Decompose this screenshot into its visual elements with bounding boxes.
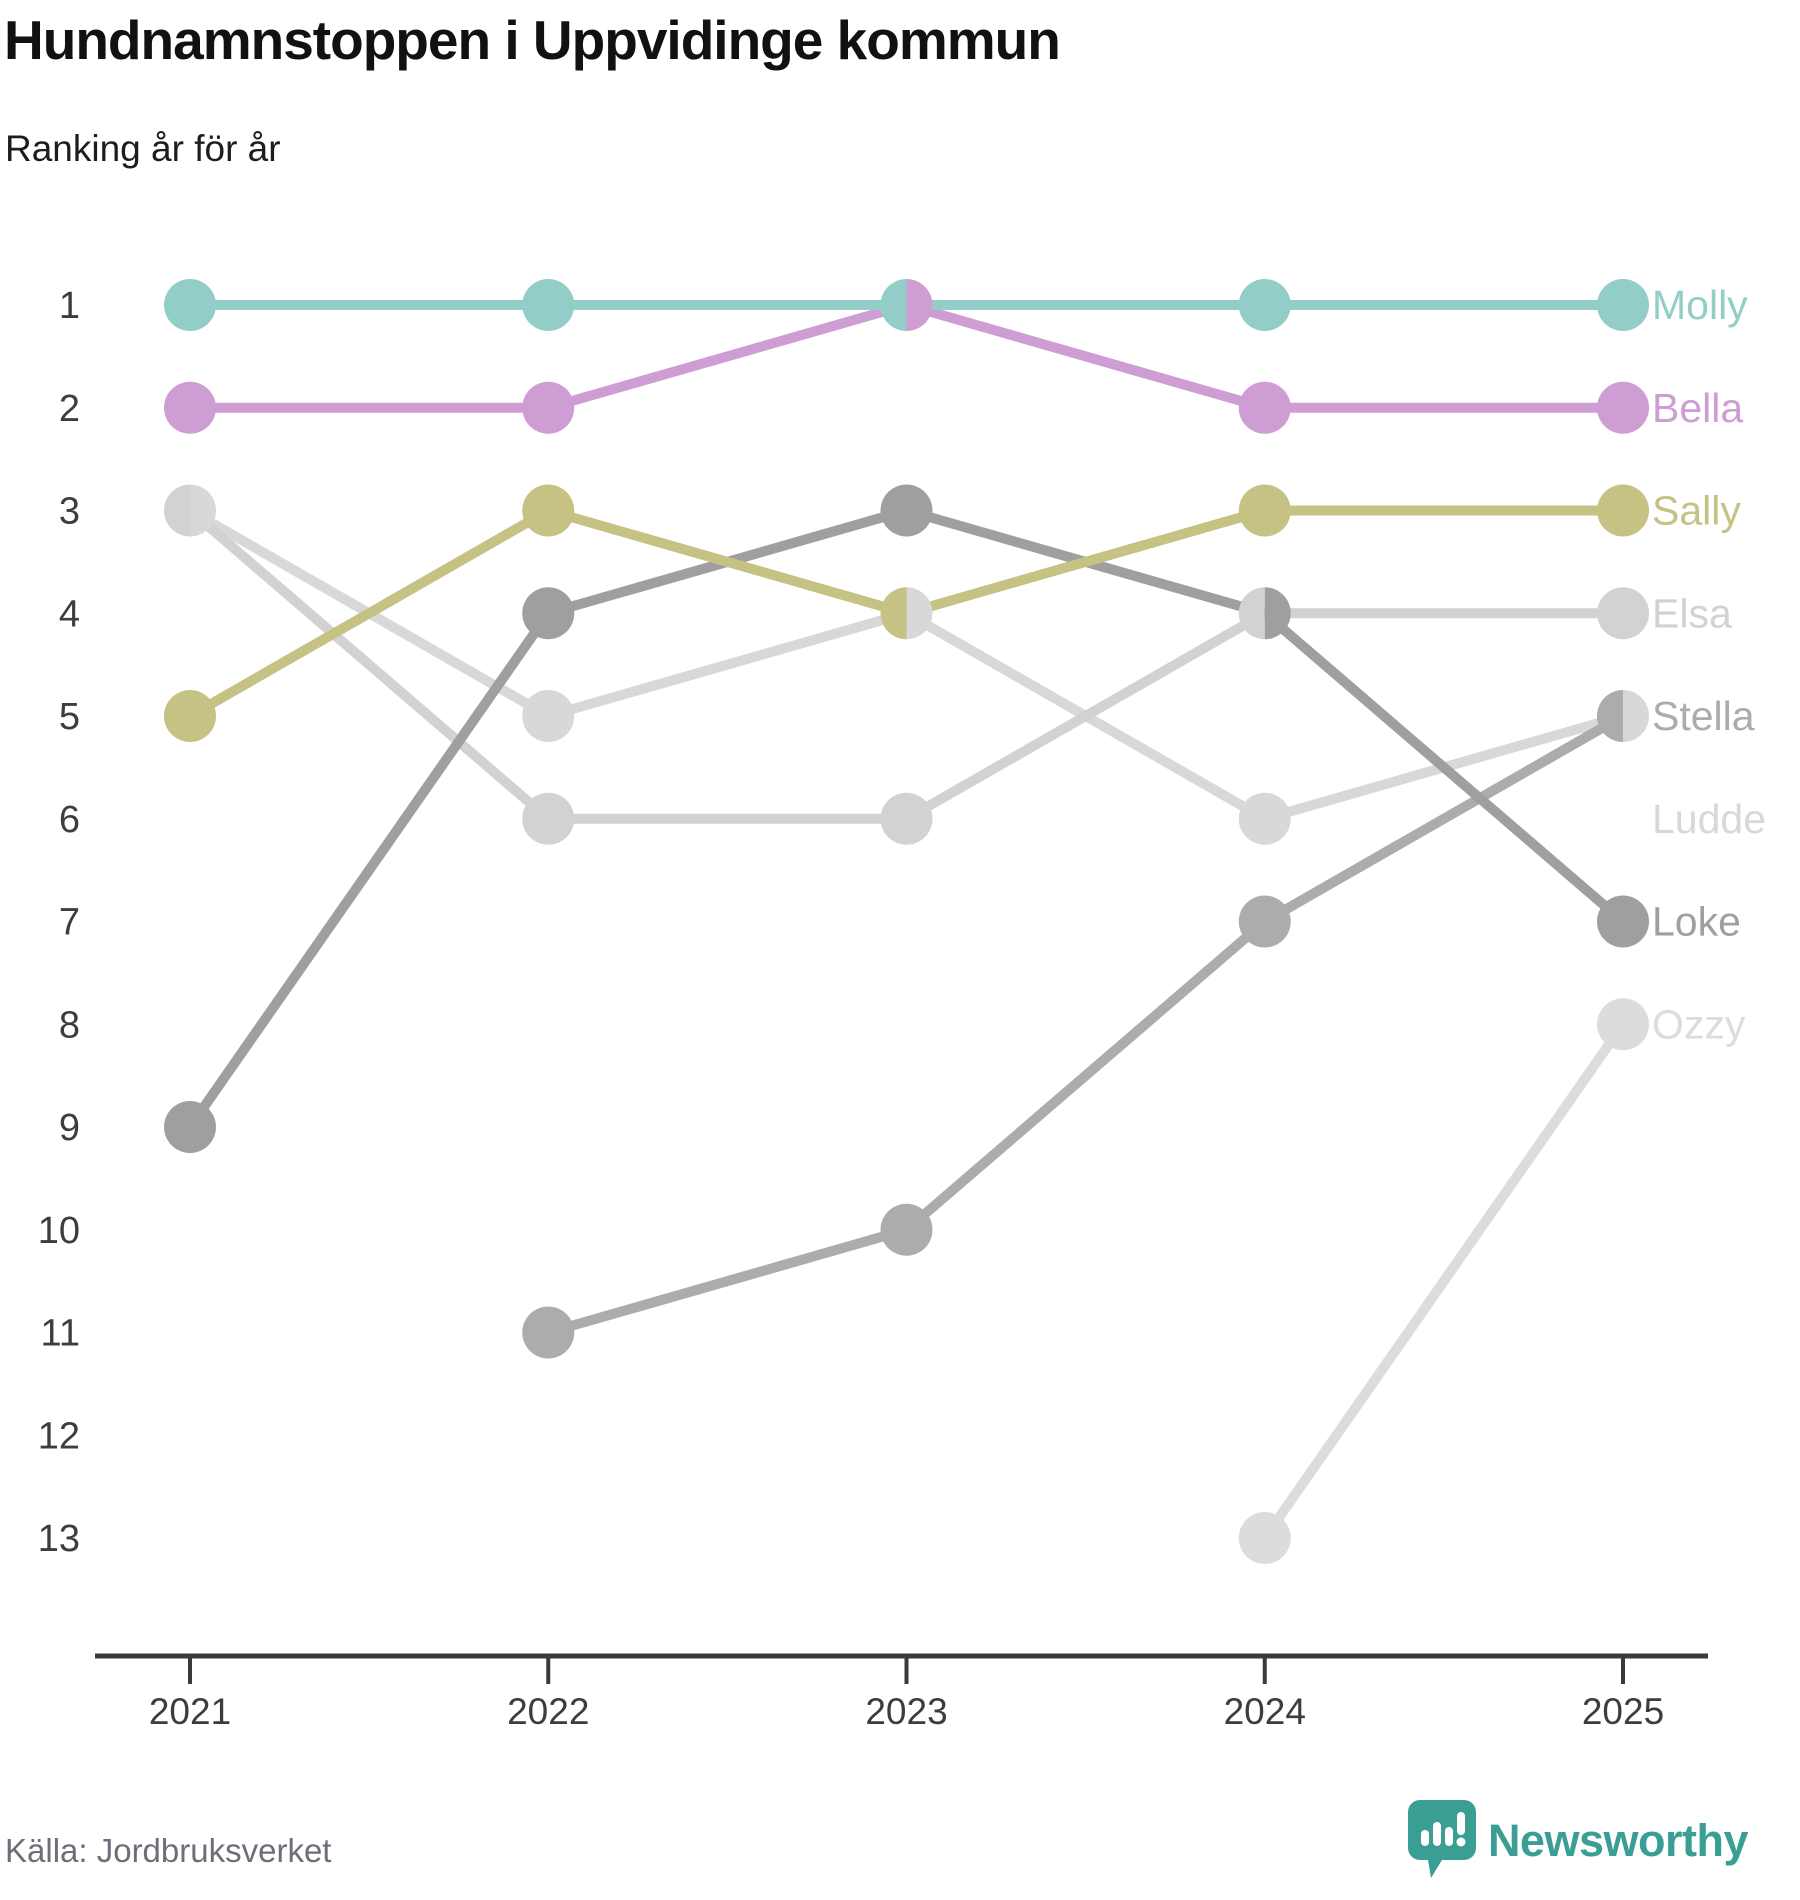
data-point-elsa xyxy=(880,792,933,845)
brand-footer: Newsworthy xyxy=(1407,1800,1749,1882)
logo-bar-tall xyxy=(1432,1822,1441,1846)
data-point-loke xyxy=(1597,895,1649,948)
data-point-stella xyxy=(1238,895,1291,948)
data-point-molly xyxy=(1597,279,1649,331)
tie-point-left-sally xyxy=(880,587,907,640)
logo-bar-mid xyxy=(1444,1827,1453,1846)
x-axis-year-label: 2024 xyxy=(1224,1691,1306,1732)
tie-point-left-elsa xyxy=(1238,587,1265,640)
y-axis-tick-label: 2 xyxy=(59,388,80,430)
series-label-ludde: Ludde xyxy=(1652,796,1766,842)
data-point-bella xyxy=(1238,381,1291,434)
page-subtitle: Ranking år för år xyxy=(5,128,281,169)
data-point-loke xyxy=(164,1101,216,1153)
data-point-molly xyxy=(522,279,575,331)
data-point-sally xyxy=(1597,484,1649,537)
series-label-stella: Stella xyxy=(1652,693,1755,739)
series-label-ozzy: Ozzy xyxy=(1652,1001,1746,1047)
series-line-ozzy xyxy=(1260,1021,1628,1541)
y-axis-tick-label: 8 xyxy=(59,1004,80,1046)
data-point-sally xyxy=(1238,484,1291,537)
series-label-sally: Sally xyxy=(1652,488,1741,534)
source-note: Källa: Jordbruksverket xyxy=(5,1832,332,1869)
x-axis-year-label: 2025 xyxy=(1582,1691,1664,1732)
tie-point-right-ludde xyxy=(190,484,216,537)
page-title: Hundnamnstoppen i Uppvidinge kommun xyxy=(4,9,1061,71)
x-axis-year-label: 2021 xyxy=(149,1691,231,1732)
y-axis-tick-label: 4 xyxy=(59,593,80,635)
data-point-bella xyxy=(1597,381,1649,434)
data-point-elsa xyxy=(522,792,575,845)
data-point-ozzy xyxy=(1238,1512,1291,1564)
y-axis-tick-label: 7 xyxy=(59,902,80,944)
tie-point-right-ludde xyxy=(906,587,933,640)
series-label-bella: Bella xyxy=(1652,385,1743,431)
data-point-sally xyxy=(164,690,216,742)
logo-exclamation-dot xyxy=(1456,1837,1466,1847)
x-axis-year-label: 2023 xyxy=(865,1691,947,1732)
data-point-sally xyxy=(522,484,575,537)
logo-exclamation-bar xyxy=(1456,1812,1465,1835)
y-axis-tick-label: 1 xyxy=(59,285,80,327)
series-label-molly: Molly xyxy=(1652,282,1748,328)
data-point-stella xyxy=(522,1306,575,1359)
tie-point-right-bella xyxy=(906,279,933,331)
y-axis-tick-label: 12 xyxy=(38,1415,80,1457)
y-axis-tick-label: 5 xyxy=(59,696,80,738)
x-axis-year-label: 2022 xyxy=(507,1691,589,1732)
data-point-elsa xyxy=(1597,587,1649,640)
data-point-loke xyxy=(880,484,933,537)
series-label-elsa: Elsa xyxy=(1652,590,1732,636)
data-point-stella xyxy=(880,1203,933,1256)
y-axis-tick-label: 11 xyxy=(41,1313,80,1355)
tie-point-left-molly xyxy=(880,279,907,331)
data-point-bella xyxy=(164,381,216,434)
series-line-ludde xyxy=(187,506,1625,825)
y-axis-tick-label: 9 xyxy=(59,1107,80,1149)
tie-point-right-ludde xyxy=(1623,690,1649,742)
logo-bar-short xyxy=(1420,1830,1429,1846)
data-point-molly xyxy=(1238,279,1291,331)
data-point-ozzy xyxy=(1597,998,1649,1051)
series-label-loke: Loke xyxy=(1652,899,1741,945)
brand-name: Newsworthy xyxy=(1487,1815,1749,1866)
tie-point-left-stella xyxy=(1597,690,1623,742)
newsworthy-logo xyxy=(1407,1800,1476,1878)
series-line-stella xyxy=(546,711,1626,1338)
data-point-bella xyxy=(522,381,575,434)
tie-point-right-loke xyxy=(1264,587,1291,640)
y-axis-tick-label: 13 xyxy=(38,1518,80,1560)
y-axis-tick-label: 10 xyxy=(38,1210,80,1252)
y-axis-tick-label: 6 xyxy=(59,799,80,841)
tie-point-left-elsa xyxy=(164,484,190,537)
data-point-molly xyxy=(164,279,216,331)
data-point-loke xyxy=(522,587,575,640)
y-axis-tick-label: 3 xyxy=(59,491,80,533)
data-point-ludde xyxy=(522,690,575,742)
data-point-ludde xyxy=(1238,792,1291,845)
